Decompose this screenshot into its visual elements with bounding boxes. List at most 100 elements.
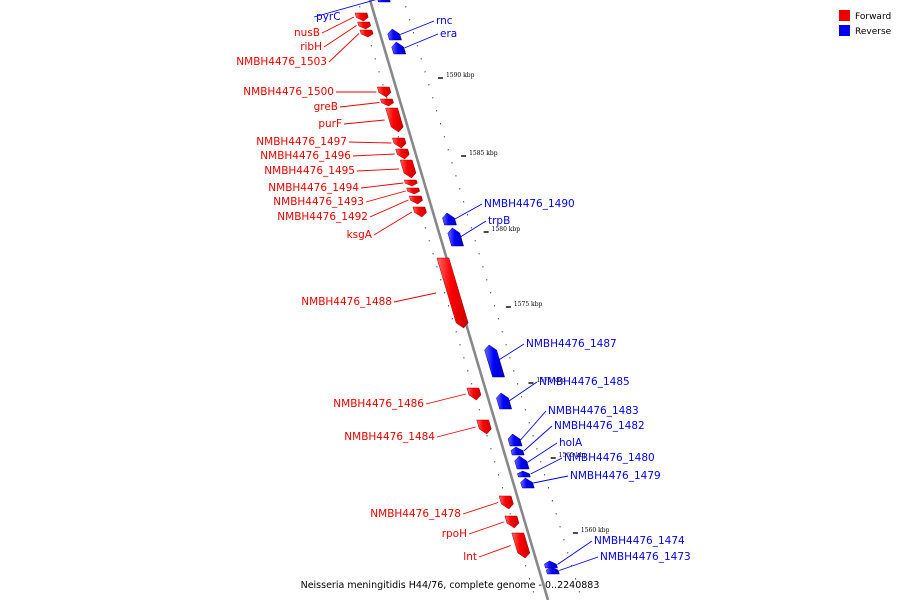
gene-nmbh4476-1503[interactable] [359,29,374,38]
gene-label-nmbh4476-1478[interactable]: NMBH4476_1478 [370,508,461,520]
gene-nmbh4476-1490[interactable] [442,212,457,226]
gene-label-era[interactable]: era [440,28,457,40]
gene-nmbh4476-1494[interactable] [403,179,418,187]
gene-label-nmbh4476-1473[interactable]: NMBH4476_1473 [600,551,691,563]
gene-label-nmbh4476-1474[interactable]: NMBH4476_1474 [594,535,685,547]
gene-label-nmbh4476-1500[interactable]: NMBH4476_1500 [243,86,334,98]
gene-label-ribh[interactable]: ribH [300,41,322,53]
gene-connector [404,33,439,49]
gene-label-nmbh4476-1493[interactable]: NMBH4476_1493 [273,196,364,208]
gene-nmbh4476-1492[interactable] [408,195,423,205]
gene-connector [508,381,538,402]
gene-label-nmbh4476-1488[interactable]: NMBH4476_1488 [301,296,392,308]
gene-label-nusb[interactable]: nusB [294,27,320,39]
gene-label-rpoh[interactable]: rpoH [442,528,467,540]
gene-label-nmbh4476-1484[interactable]: NMBH4476_1484 [344,431,435,443]
gene-label-nmbh4476-1496[interactable]: NMBH4476_1496 [260,150,351,162]
gene-label-nmbh4476-1494[interactable]: NMBH4476_1494 [268,182,359,194]
gene-label-nmbh4476-1486[interactable]: NMBH4476_1486 [333,398,424,410]
genome-caption: Neisseria meningitidis H44/76, complete … [301,580,600,591]
gene-ksga[interactable] [412,206,427,218]
gene-nmbh4476-1495[interactable] [399,159,417,179]
gene-connector [468,521,505,535]
gene-label-ksga[interactable]: ksgA [347,229,373,241]
gene-label-nmbh4476-1485[interactable]: NMBH4476_1485 [539,376,630,388]
gene-connector [348,141,392,144]
gene-connector [559,556,599,571]
gene-ribh[interactable] [357,21,371,30]
gene-connector [425,393,466,405]
gene-purf[interactable] [385,107,404,133]
gene-label-hola[interactable]: holA [559,437,583,449]
gene-nmbh4476-1486[interactable] [466,387,482,401]
gene-nmbh4476-1487[interactable] [484,344,505,378]
gene-nmbh4476-1478[interactable] [498,495,514,510]
gene-nmbh4476-1482[interactable] [510,446,525,456]
gene-label-nmbh4476-1492[interactable]: NMBH4476_1492 [277,211,368,223]
gene-pyrc[interactable] [376,0,391,3]
gene-nmbh4476-1479[interactable] [520,477,535,489]
gene-nmbh4476-1500[interactable] [376,86,392,98]
gene-connector [352,153,395,157]
gene-nmbh4476-1480[interactable] [517,470,531,478]
gene-nmbh4476-1488[interactable] [436,257,469,329]
gene-label-nmbh4476-1497[interactable]: NMBH4476_1497 [256,136,347,148]
gene-label-pyrc[interactable]: pyrC [316,11,341,23]
gene-nusb[interactable] [354,12,369,22]
scale-tick-label: 1560 kbp [581,527,610,534]
gene-connector [526,442,558,463]
gene-connector [462,502,499,515]
gene-connector [373,211,413,236]
gene-hola[interactable] [514,455,530,470]
gene-label-nmbh4476-1483[interactable]: NMBH4476_1483 [548,405,639,417]
gene-label-trpb[interactable]: trpB [488,215,510,227]
gene-label-greb[interactable]: greB [314,101,338,113]
legend: Forward Reverse [839,10,892,37]
gene-connector [323,25,357,48]
gene-nmbh4476-1483[interactable] [507,433,523,447]
gene-lnt[interactable] [511,532,531,559]
gene-connector [496,343,525,362]
gene-label-nmbh4476-1503[interactable]: NMBH4476_1503 [236,56,327,68]
gene-label-nmbh4476-1479[interactable]: NMBH4476_1479 [570,470,661,482]
gene-label-nmbh4476-1482[interactable]: NMBH4476_1482 [554,420,645,432]
gene-connector [343,119,385,125]
scale-tick-label: 1570 kbp [536,377,565,384]
gene-connector [369,199,409,218]
scale-tick-label: 1580 kbp [492,226,521,233]
gene-nmbh4476-1497[interactable] [392,137,407,149]
gene-rpoh[interactable] [504,515,520,529]
gene-nmbh4476-1496[interactable] [395,148,410,160]
gene-label-nmbh4476-1480[interactable]: NMBH4476_1480 [564,452,655,464]
gene-connector [520,410,547,441]
gene-connector [393,292,437,303]
gene-label-purf[interactable]: purF [318,118,342,130]
gene-nmbh4476-1473[interactable] [545,566,560,575]
legend-swatch-reverse [839,25,850,36]
gene-connector [523,425,553,452]
gene-trpb[interactable] [447,227,464,247]
gene-nmbh4476-1484[interactable] [476,419,492,435]
scale-tick-label: 1585 kbp [469,150,498,157]
gene-connector [530,457,563,475]
gene-connector [454,203,483,220]
gene-rnc[interactable] [387,28,402,41]
gene-nmbh4476-1493[interactable] [406,187,420,195]
gene-label-nmbh4476-1495[interactable]: NMBH4476_1495 [264,165,355,177]
gene-connector [360,182,404,189]
gene-nmbh4476-1485[interactable] [496,392,513,410]
gene-greb[interactable] [380,98,394,107]
gene-connector [478,545,511,558]
gene-connector [460,220,487,238]
gene-label-lnt[interactable]: lnt [463,551,477,563]
gene-era[interactable] [391,41,407,55]
legend-swatch-forward [839,10,850,21]
gene-label-rnc[interactable]: rnc [436,15,453,27]
scale-tick-label: 1565 kbp [559,452,588,459]
gene-connector [339,102,380,108]
legend-label-reverse: Reverse [855,27,892,37]
gene-label-nmbh4476-1490[interactable]: NMBH4476_1490 [484,198,575,210]
gene-label-nmbh4476-1487[interactable]: NMBH4476_1487 [526,338,617,350]
